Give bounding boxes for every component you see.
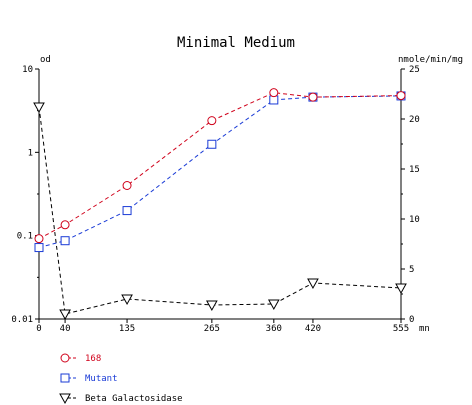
legend-marker — [60, 373, 70, 383]
data-point — [307, 278, 319, 290]
data-point — [122, 180, 132, 190]
x-tick-label: 0 — [36, 324, 41, 334]
data-point — [395, 283, 407, 295]
legend-label: Mutant — [85, 374, 118, 384]
chart-title: Minimal Medium — [177, 35, 295, 51]
series-2 — [33, 102, 407, 321]
x-tick-label: 555 — [393, 324, 409, 334]
y-left-tick-label: 0.01 — [11, 315, 33, 325]
y-right-unit-label: nmole/min/mg — [398, 55, 463, 65]
data-point — [267, 299, 280, 311]
series-line — [38, 92, 402, 240]
x-tick-label: 360 — [266, 324, 282, 334]
data-point — [34, 234, 44, 244]
data-point — [59, 309, 71, 321]
data-point — [207, 116, 217, 126]
legend-label: 168 — [85, 354, 101, 364]
ticks-layer: 0 40 135 265 360 420 555 10 1 0.1 0.01 25 20 15 10 5 0 — [11, 65, 420, 334]
data-point — [34, 243, 44, 253]
data-point — [308, 92, 318, 102]
data-point — [205, 300, 218, 312]
data-point — [122, 206, 132, 216]
legend: 168 Mutant Beta Galactosidase — [59, 353, 183, 405]
x-tick-label: 135 — [119, 324, 135, 334]
y-right-tick-label: 10 — [409, 215, 420, 225]
data-point — [396, 91, 406, 101]
x-tick-label: 265 — [204, 324, 220, 334]
legend-item: Mutant — [60, 373, 118, 384]
data-point — [60, 220, 70, 230]
legend-label: Beta Galactosidase — [85, 394, 183, 404]
y-right-tick-label: 20 — [409, 115, 420, 125]
y-right-tick-label: 15 — [409, 165, 420, 175]
x-tick-label: 420 — [305, 324, 321, 334]
y-right-tick-label: 25 — [409, 65, 420, 75]
y-right-tick-label: 5 — [409, 265, 414, 275]
series-layer — [33, 88, 407, 321]
legend-marker — [59, 393, 71, 405]
legend-item: 168 — [60, 353, 101, 364]
data-point — [207, 139, 217, 149]
y-right-tick-label: 0 — [409, 315, 414, 325]
series-line — [38, 95, 402, 249]
data-point — [33, 102, 45, 114]
data-point — [269, 95, 279, 105]
x-tick-label: 40 — [60, 324, 71, 334]
series-0 — [34, 88, 406, 244]
legend-item: Beta Galactosidase — [59, 393, 183, 405]
data-point — [121, 294, 133, 306]
data-point — [60, 236, 70, 246]
series-1 — [34, 91, 406, 253]
legend-marker — [60, 353, 70, 363]
data-point — [269, 88, 279, 98]
y-left-unit-label: od — [40, 55, 51, 65]
y-left-tick-label: 0.1 — [17, 232, 33, 242]
y-left-tick-label: 10 — [22, 65, 33, 75]
y-left-tick-label: 1 — [28, 148, 33, 158]
x-unit-label: mn — [419, 324, 430, 334]
